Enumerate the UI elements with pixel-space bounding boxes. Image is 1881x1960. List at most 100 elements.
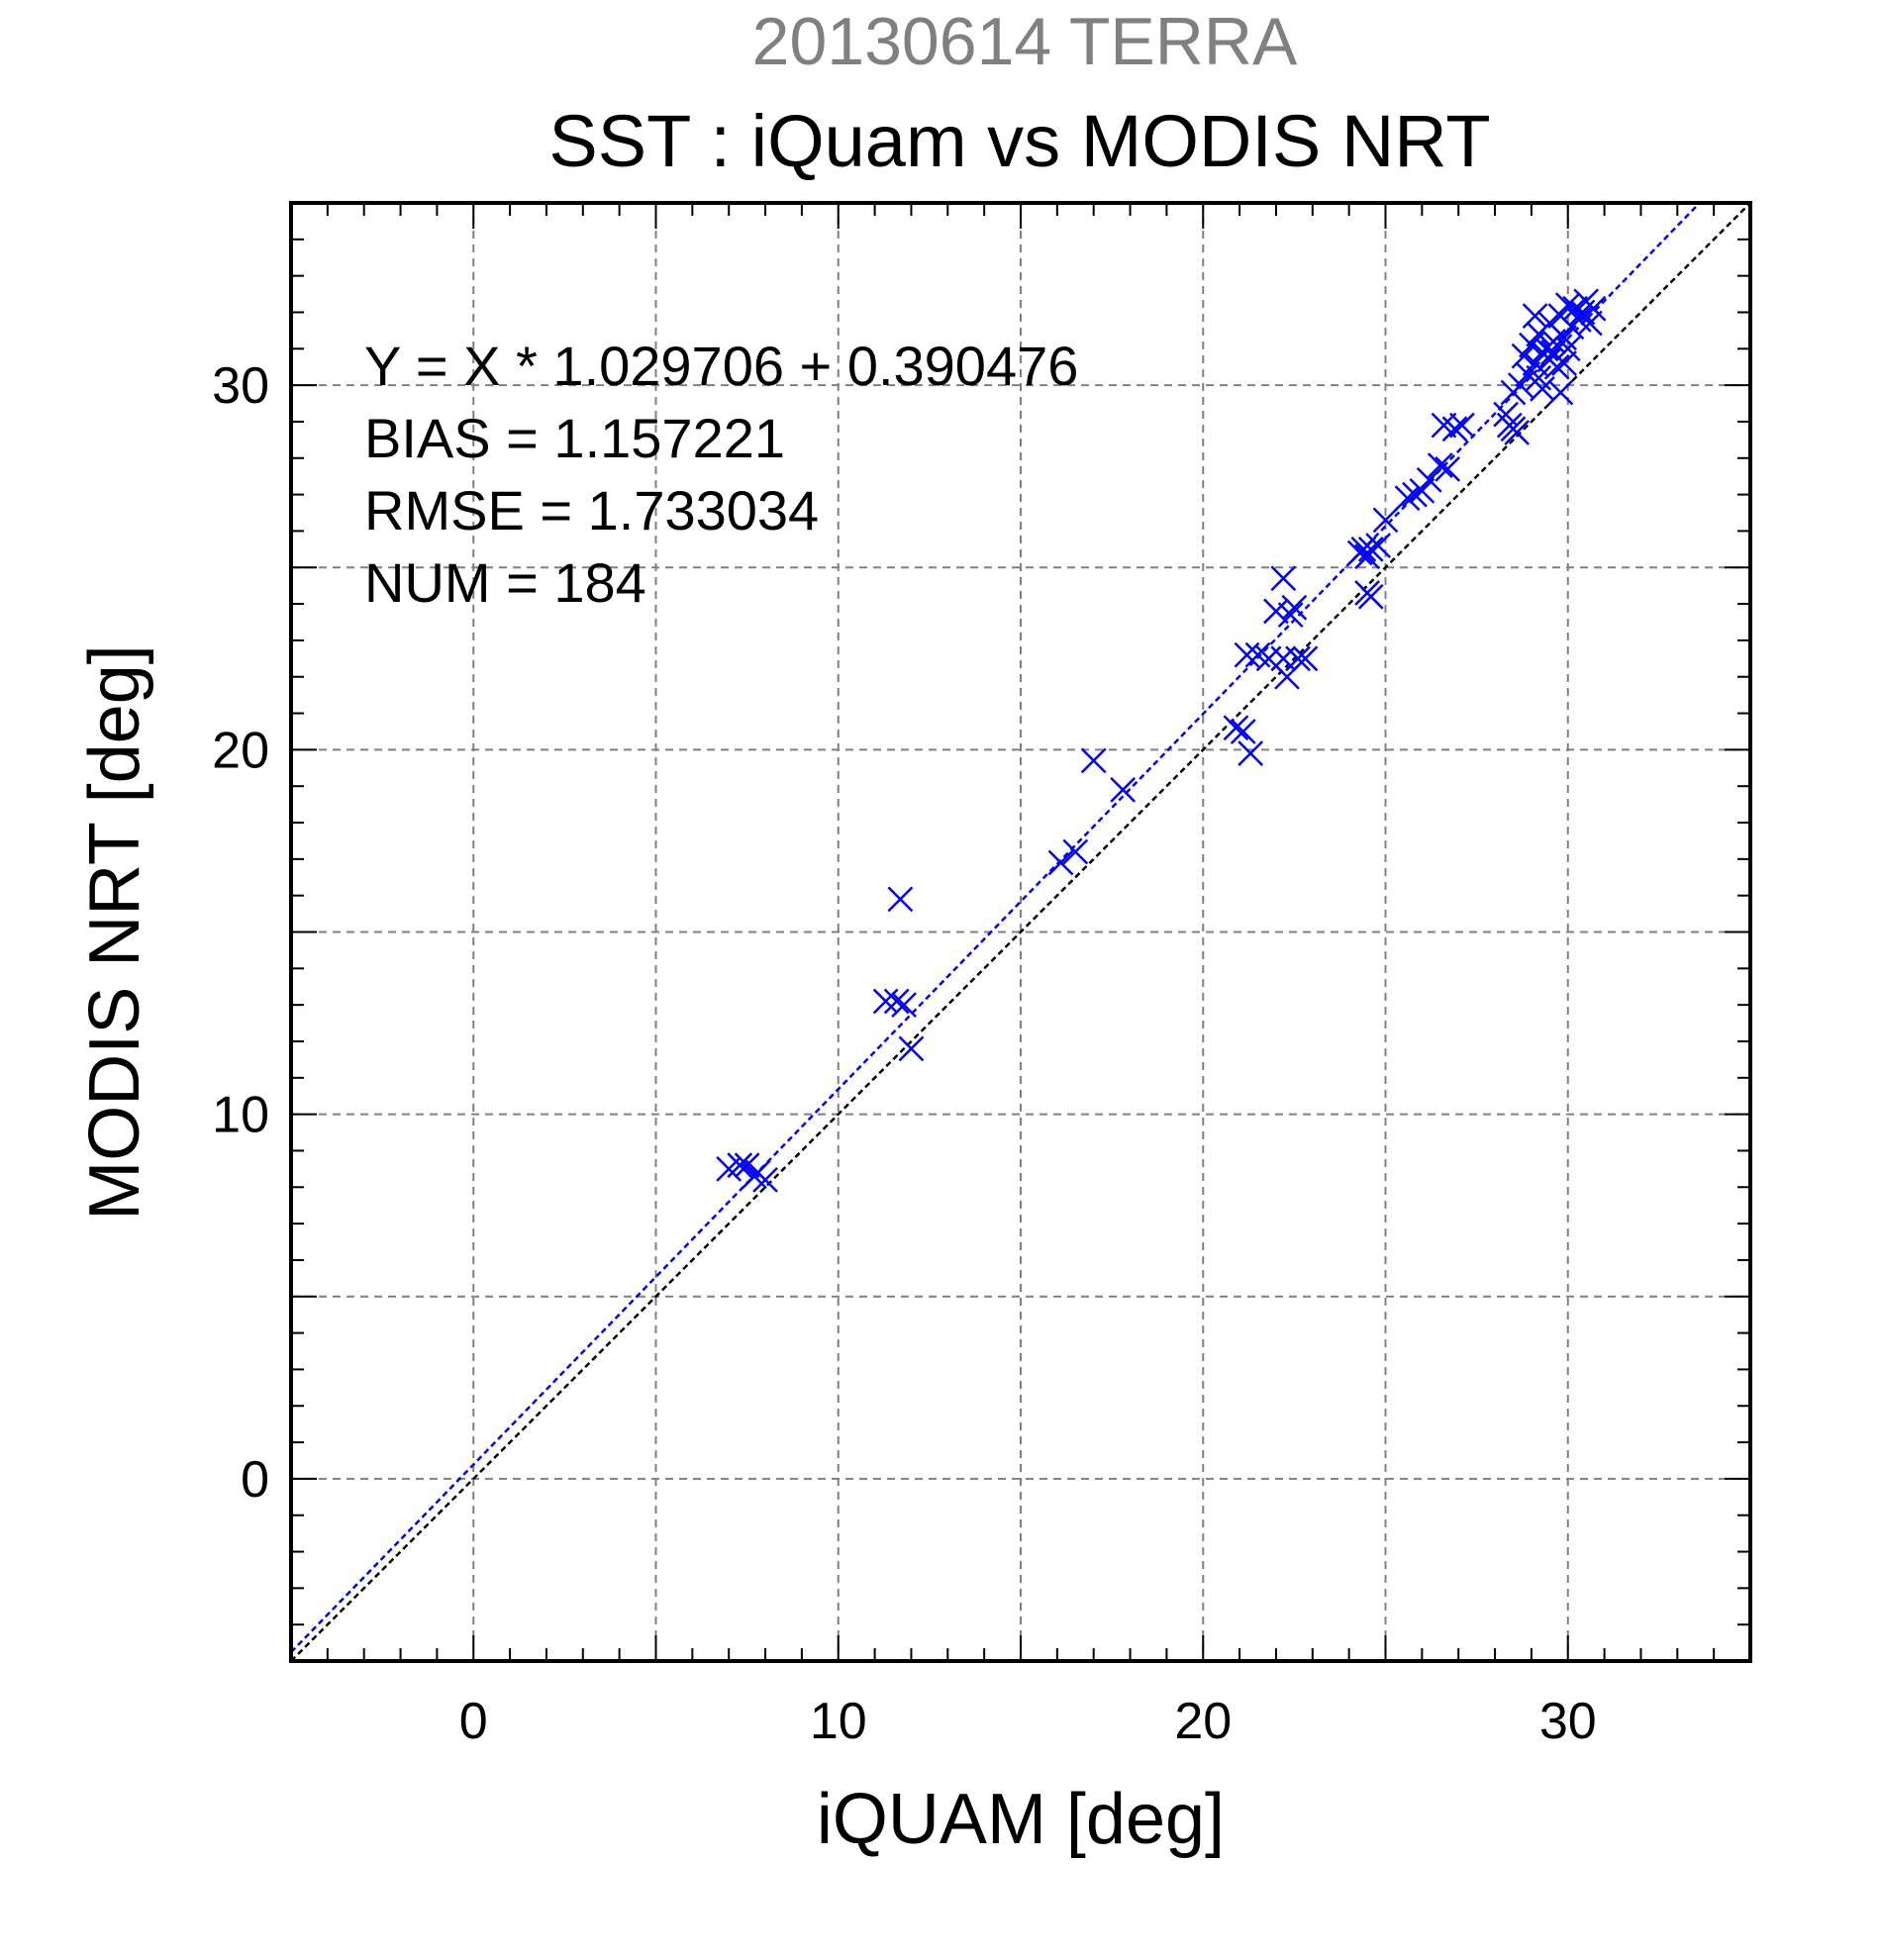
- x-tick-label: 10: [810, 1693, 867, 1750]
- data-point: [1547, 379, 1574, 406]
- chart-title: SST : iQuam vs MODIS NRT: [548, 100, 1490, 182]
- stats-equation: Y = X * 1.029706 + 0.390476: [364, 335, 1078, 397]
- data-point-stroke: [1522, 350, 1548, 376]
- data-point: [1357, 583, 1384, 610]
- data-point: [1223, 715, 1249, 741]
- data-point-stroke: [1580, 295, 1607, 322]
- data-point-stroke: [1223, 715, 1249, 741]
- data-point: [1047, 849, 1074, 876]
- data-point: [1270, 645, 1297, 672]
- data-point: [1427, 452, 1453, 479]
- data-point: [1551, 350, 1577, 376]
- data-point: [883, 988, 910, 1015]
- stats-rmse: RMSE = 1.733034: [364, 479, 819, 541]
- data-point-stroke: [1234, 641, 1260, 668]
- data-point-stroke: [1576, 310, 1603, 337]
- tick-labels: 0 10 20 30 0 10 20 30: [212, 357, 1597, 1750]
- y-tick-label: 30: [212, 357, 269, 415]
- y-axis-label: MODIS NRT [deg]: [75, 644, 154, 1221]
- data-point-stroke: [734, 1152, 760, 1179]
- data-point-stroke: [1110, 776, 1137, 803]
- data-point-stroke: [1522, 303, 1548, 330]
- data-point-stroke: [1493, 401, 1519, 428]
- data-point-stroke: [883, 988, 910, 1015]
- data-point-stroke: [1230, 719, 1256, 744]
- data-point-stroke: [1565, 306, 1592, 333]
- data-point: [1543, 353, 1570, 380]
- chart-subtitle: 20130614 TERRA: [752, 4, 1298, 79]
- data-point: [1576, 310, 1603, 337]
- identity-line: [290, 202, 1751, 1662]
- data-point-stroke: [1543, 353, 1570, 380]
- data-point: [1365, 533, 1392, 559]
- data-point: [1409, 478, 1436, 504]
- data-point: [1357, 536, 1384, 562]
- data-point: [1110, 776, 1137, 803]
- data-point-stroke: [1551, 325, 1577, 351]
- y-tick-label: 10: [212, 1087, 269, 1144]
- data-point: [898, 1035, 925, 1062]
- data-point: [1530, 375, 1555, 402]
- data-point-stroke: [1281, 594, 1308, 621]
- data-point-stroke: [1394, 485, 1421, 512]
- data-point: [1234, 641, 1260, 668]
- data-point-stroke: [1238, 740, 1264, 766]
- data-point: [1230, 719, 1256, 744]
- grid: [291, 203, 1750, 1661]
- x-tick-label: 20: [1174, 1693, 1232, 1750]
- data-point: [1238, 740, 1264, 766]
- data-point-stroke: [1409, 478, 1436, 504]
- data-point-stroke: [1507, 372, 1534, 399]
- data-point: [1372, 507, 1399, 534]
- data-point-stroke: [742, 1163, 767, 1190]
- data-point-stroke: [752, 1167, 778, 1193]
- data-point: [1277, 602, 1304, 629]
- data-point-stroke: [898, 1035, 925, 1062]
- stats-num: NUM = 184: [364, 551, 646, 614]
- data-point-stroke: [1365, 533, 1392, 559]
- data-point: [727, 1152, 753, 1179]
- data-point-stroke: [1427, 452, 1453, 479]
- data-point-stroke: [1449, 412, 1475, 439]
- data-point: [1080, 747, 1107, 774]
- data-point-stroke: [1292, 645, 1319, 672]
- reference-lines: [290, 202, 1751, 1662]
- data-points: [716, 288, 1607, 1193]
- data-point: [1350, 536, 1377, 562]
- data-point-stroke: [1562, 295, 1589, 322]
- data-point-stroke: [1244, 641, 1271, 668]
- data-point-stroke: [1277, 602, 1304, 629]
- stats-bias: BIAS = 1.157221: [364, 407, 785, 469]
- data-point-stroke: [1435, 455, 1461, 482]
- data-point-stroke: [1526, 364, 1552, 391]
- data-point: [1507, 372, 1534, 399]
- data-point: [1281, 594, 1308, 621]
- data-point: [1270, 565, 1297, 592]
- data-point: [1394, 485, 1421, 512]
- data-point-stroke: [1285, 645, 1311, 672]
- data-point: [742, 1163, 767, 1190]
- plot-frame: [289, 201, 1752, 1663]
- data-point: [872, 988, 899, 1015]
- data-point: [1522, 350, 1548, 376]
- y-tick-label: 20: [212, 722, 269, 779]
- data-point: [734, 1152, 760, 1179]
- data-point-stroke: [1350, 536, 1377, 562]
- data-point: [887, 886, 914, 913]
- data-point-stroke: [1263, 598, 1289, 625]
- data-point: [1522, 303, 1548, 330]
- data-point-stroke: [1062, 838, 1089, 865]
- data-point-stroke: [1080, 747, 1107, 774]
- x-axis-label: iQUAM [deg]: [817, 1780, 1225, 1859]
- x-tick-label: 0: [459, 1693, 488, 1750]
- data-point: [1554, 336, 1581, 362]
- data-point: [1062, 838, 1089, 865]
- regression-line: [290, 202, 1701, 1653]
- data-point: [1504, 420, 1531, 445]
- data-point-stroke: [1431, 412, 1457, 439]
- data-point: [1416, 466, 1442, 493]
- data-point-stroke: [1554, 292, 1581, 318]
- data-point-stroke: [1530, 375, 1555, 402]
- data-point-stroke: [1357, 536, 1384, 562]
